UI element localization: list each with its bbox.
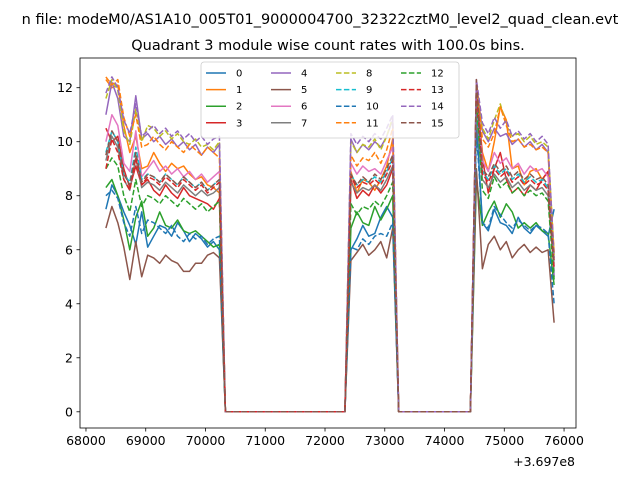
series-line-12 — [105, 97, 555, 413]
x-tick-label: 68000 — [66, 433, 106, 448]
legend-label-1: 1 — [236, 85, 242, 96]
legend-label-2: 2 — [236, 102, 242, 113]
y-tick-label: 2 — [65, 350, 73, 365]
series-line-15 — [105, 78, 555, 413]
y-tick-label: 0 — [65, 404, 73, 419]
x-tick-label: 69000 — [126, 433, 166, 448]
y-tick-label: 10 — [57, 134, 73, 149]
x-tick-label: 70000 — [186, 433, 226, 448]
x-offset-label: +3.697e8 — [513, 454, 575, 469]
x-tick-label: 74000 — [425, 433, 465, 448]
legend-label-3: 3 — [236, 118, 242, 129]
legend-label-12: 12 — [431, 69, 444, 80]
y-tick-label: 12 — [57, 80, 73, 95]
x-tick-label: 71000 — [245, 433, 285, 448]
x-tick-label: 73000 — [365, 433, 405, 448]
legend-label-4: 4 — [301, 69, 307, 80]
x-tick-label: 72000 — [305, 433, 345, 448]
x-tick-label: 75000 — [484, 433, 524, 448]
legend-frame — [200, 61, 460, 139]
x-tick-label: 76000 — [544, 433, 584, 448]
legend-label-6: 6 — [301, 102, 307, 113]
axes-frame — [79, 57, 577, 429]
legend-label-10: 10 — [366, 102, 379, 113]
legend-label-15: 15 — [431, 118, 444, 129]
legend-label-0: 0 — [236, 69, 242, 80]
chart-title: Quadrant 3 module wise count rates with … — [131, 38, 525, 54]
legend-label-7: 7 — [301, 118, 307, 129]
legend-label-9: 9 — [366, 85, 372, 96]
figure-suptitle: n file: modeM0/AS1A10_005T01_9000004700_… — [22, 12, 619, 28]
y-tick-label: 8 — [65, 188, 73, 203]
axes: 68000 69000 70000 71000 72000 73000 74000 75000… — [57, 57, 584, 448]
legend-label-11: 11 — [366, 118, 379, 129]
y-tick-label: 4 — [65, 296, 73, 311]
y-tick-label: 6 — [65, 242, 73, 257]
legend-label-14: 14 — [431, 102, 444, 113]
series-layer — [105, 76, 555, 413]
legend-label-5: 5 — [301, 85, 307, 96]
legend-label-8: 8 — [366, 69, 372, 80]
legend-label-13: 13 — [431, 85, 444, 96]
